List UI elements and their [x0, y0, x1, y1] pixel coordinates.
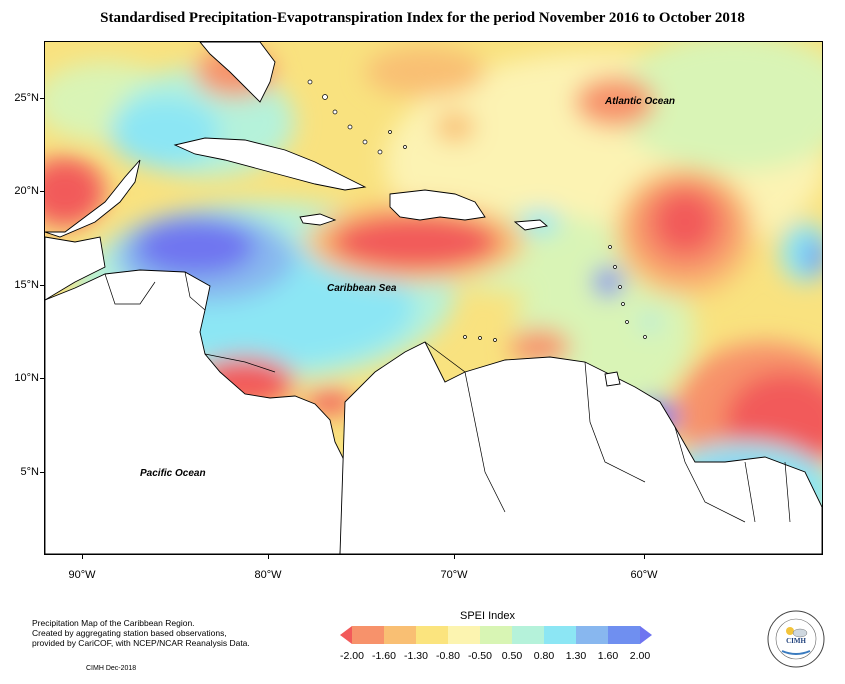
legend-colorbar — [340, 626, 652, 644]
lon-label-80w: 80°W — [254, 569, 282, 581]
atlantic-ocean-label: Atlantic Ocean — [604, 96, 675, 107]
lon-tick — [82, 554, 83, 559]
cuba-island — [173, 137, 367, 191]
borders — [104, 271, 791, 523]
florida-land — [199, 42, 276, 103]
footer-line-1: Precipitation Map of the Caribbean Regio… — [32, 618, 195, 628]
yucatan-land — [45, 159, 141, 238]
pacific-ocean-label: Pacific Ocean — [140, 468, 206, 479]
footer-credit: CIMH Dec-2018 — [86, 665, 137, 672]
lat-label-10n: 10°N — [14, 372, 39, 384]
legend-swatch — [448, 626, 481, 644]
legend-tick-label: -0.80 — [436, 650, 460, 662]
lon-tick — [454, 554, 455, 559]
legend-swatch — [384, 626, 417, 644]
legend-tick-label: 0.50 — [501, 650, 523, 662]
trinidad-island — [604, 371, 621, 387]
south-america-land — [339, 341, 822, 554]
legend-swatch — [352, 626, 385, 644]
lat-label-20n: 20°N — [14, 185, 39, 197]
legend-tick-label: -1.30 — [404, 650, 428, 662]
legend-title: SPEI Index — [460, 610, 516, 622]
footer-line-3: provided by CariCOF, with NCEP/NCAR Rean… — [32, 638, 250, 648]
legend-tick-label: -2.00 — [340, 650, 364, 662]
lat-tick — [40, 98, 45, 99]
small-islands — [307, 79, 647, 342]
lon-label-90w: 90°W — [68, 569, 96, 581]
legend-tick-label: 2.00 — [629, 650, 651, 662]
legend-tick-label: -0.50 — [468, 650, 492, 662]
spei-map-canvas: Atlantic Ocean Caribbean Sea Pacific Oce… — [45, 42, 822, 554]
spei-map: Atlantic Ocean Caribbean Sea Pacific Oce… — [44, 41, 823, 555]
legend-swatch — [576, 626, 609, 644]
jamaica-island — [299, 213, 337, 226]
lat-tick — [40, 191, 45, 192]
spei-field — [45, 42, 822, 542]
lat-label-25n: 25°N — [14, 92, 39, 104]
cloud-icon — [792, 628, 808, 638]
legend-tick-label: 1.60 — [597, 650, 619, 662]
lat-label-5n: 5°N — [20, 466, 39, 478]
lat-tick — [40, 472, 45, 473]
legend-swatch — [512, 626, 545, 644]
legend-tick-label: 1.30 — [565, 650, 587, 662]
lon-label-70w: 70°W — [440, 569, 468, 581]
lat-tick — [40, 378, 45, 379]
caribbean-sea-label: Caribbean Sea — [327, 283, 397, 294]
map-title: Standardised Precipitation-Evapotranspir… — [100, 10, 745, 26]
legend-swatch — [544, 626, 577, 644]
lat-label-15n: 15°N — [14, 279, 39, 291]
logo-text: CIMH — [786, 637, 806, 645]
cimh-logo: CIMH — [767, 610, 825, 668]
legend-tick-label: -1.60 — [372, 650, 396, 662]
hispaniola-island — [389, 189, 486, 221]
footer-line-2: Created by aggregating station based obs… — [32, 628, 227, 638]
lon-tick — [268, 554, 269, 559]
land-masses — [45, 42, 822, 554]
legend-swatch — [480, 626, 513, 644]
legend-swatch — [416, 626, 449, 644]
lon-label-60w: 60°W — [630, 569, 658, 581]
lat-tick — [40, 285, 45, 286]
legend-swatch — [608, 626, 641, 644]
legend-tick-label: 0.80 — [533, 650, 555, 662]
puerto-rico-island — [513, 219, 549, 231]
legend-swatch-min — [340, 626, 352, 644]
sun-icon — [786, 627, 794, 635]
lon-tick — [644, 554, 645, 559]
wave-icon — [781, 650, 811, 655]
mexico-land — [45, 236, 106, 301]
legend-swatch-max — [640, 626, 652, 644]
footer-note: Precipitation Map of the Caribbean Regio… — [32, 618, 250, 648]
